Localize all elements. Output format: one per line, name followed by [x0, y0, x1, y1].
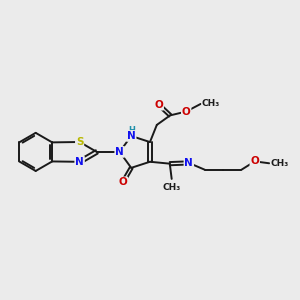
- Text: N: N: [127, 131, 136, 141]
- Text: N: N: [184, 158, 193, 168]
- Text: O: O: [154, 100, 163, 110]
- Text: CH₃: CH₃: [202, 99, 220, 108]
- Text: O: O: [118, 177, 127, 187]
- Text: N: N: [75, 157, 84, 167]
- Text: H: H: [128, 126, 135, 135]
- Text: CH₃: CH₃: [270, 159, 289, 168]
- Text: O: O: [250, 156, 259, 167]
- Text: O: O: [182, 106, 190, 117]
- Text: CH₃: CH₃: [163, 183, 181, 192]
- Text: N: N: [115, 147, 124, 157]
- Text: S: S: [76, 137, 83, 147]
